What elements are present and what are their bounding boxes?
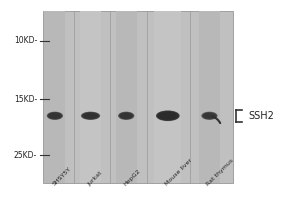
Ellipse shape (122, 114, 130, 117)
Ellipse shape (160, 113, 176, 119)
Text: HepG2: HepG2 (123, 168, 141, 187)
Ellipse shape (161, 113, 175, 118)
Ellipse shape (118, 112, 134, 120)
Ellipse shape (82, 112, 100, 120)
Text: Mouse liver: Mouse liver (164, 158, 194, 187)
Ellipse shape (84, 113, 97, 118)
Text: 10KD-: 10KD- (14, 36, 37, 45)
Ellipse shape (202, 112, 217, 120)
Ellipse shape (50, 114, 60, 118)
FancyBboxPatch shape (199, 11, 220, 183)
Ellipse shape (121, 113, 132, 118)
Ellipse shape (157, 111, 179, 121)
Ellipse shape (120, 113, 132, 119)
Text: 25KD-: 25KD- (14, 151, 37, 160)
Ellipse shape (48, 113, 62, 119)
Text: SHSY5Y: SHSY5Y (51, 166, 72, 187)
Ellipse shape (162, 114, 174, 118)
Ellipse shape (118, 112, 134, 120)
FancyBboxPatch shape (80, 11, 101, 183)
Ellipse shape (205, 114, 214, 117)
Ellipse shape (51, 115, 59, 117)
Ellipse shape (82, 113, 98, 119)
Ellipse shape (204, 114, 215, 118)
Ellipse shape (160, 113, 176, 119)
Ellipse shape (82, 112, 99, 119)
Ellipse shape (203, 113, 216, 119)
Ellipse shape (121, 114, 131, 118)
Ellipse shape (51, 114, 59, 117)
FancyBboxPatch shape (116, 11, 136, 183)
Ellipse shape (202, 112, 217, 119)
Text: Jurkat: Jurkat (87, 170, 104, 187)
Ellipse shape (201, 112, 218, 120)
FancyBboxPatch shape (44, 11, 65, 183)
Ellipse shape (158, 112, 178, 120)
Ellipse shape (204, 113, 215, 118)
Ellipse shape (203, 113, 216, 119)
Ellipse shape (156, 110, 180, 121)
FancyBboxPatch shape (43, 11, 233, 183)
Ellipse shape (84, 114, 97, 118)
Ellipse shape (49, 113, 61, 118)
Ellipse shape (86, 115, 95, 117)
Ellipse shape (119, 113, 133, 119)
Ellipse shape (49, 113, 61, 119)
Ellipse shape (47, 112, 63, 120)
Ellipse shape (205, 114, 214, 118)
Ellipse shape (122, 114, 131, 118)
Ellipse shape (162, 114, 173, 117)
Text: SSH2: SSH2 (248, 111, 274, 121)
Text: Rat thymus: Rat thymus (206, 158, 235, 187)
Ellipse shape (122, 115, 130, 117)
Ellipse shape (47, 112, 63, 120)
Ellipse shape (85, 114, 96, 117)
Ellipse shape (48, 112, 62, 119)
FancyBboxPatch shape (154, 11, 181, 183)
Ellipse shape (83, 113, 98, 119)
Ellipse shape (119, 112, 134, 119)
Ellipse shape (81, 112, 100, 120)
Ellipse shape (50, 114, 60, 118)
Ellipse shape (159, 112, 177, 119)
Ellipse shape (158, 111, 178, 120)
Ellipse shape (85, 114, 96, 118)
Text: 15KD-: 15KD- (14, 95, 37, 104)
